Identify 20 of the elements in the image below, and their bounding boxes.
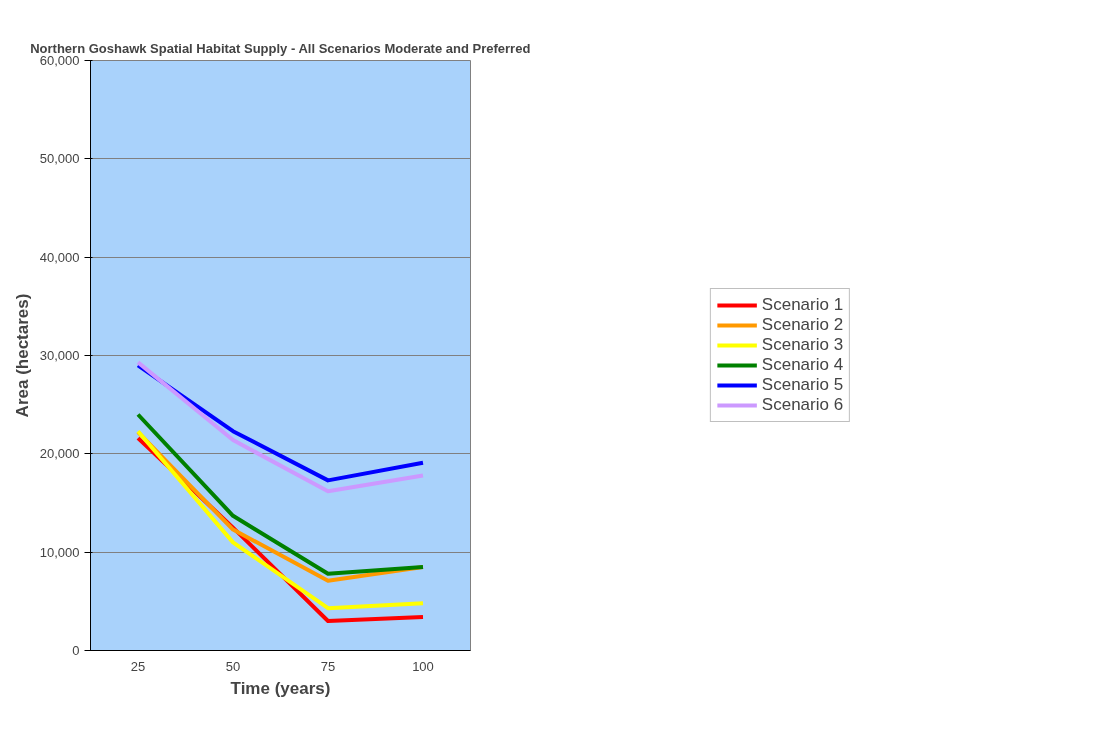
legend-label: Scenario 5 (761, 375, 844, 395)
y-tick-label: 20,000 (39, 446, 80, 462)
x-tick-label: 100 (412, 658, 434, 674)
legend-label: Scenario 1 (761, 295, 844, 315)
x-tick-label: 25 (130, 658, 146, 674)
x-tick-label: 50 (225, 658, 241, 674)
y-tick-label: 60,000 (39, 53, 80, 68)
y-tick-label: 10,000 (39, 544, 80, 560)
legend-label: Scenario 3 (761, 335, 844, 355)
chart-title: Northern Goshawk Spatial Habitat Supply - All Scenarios Moderate and Preferred (30, 40, 531, 56)
x-axis-title: Time (years) (230, 678, 331, 698)
legend-label: Scenario 6 (761, 395, 844, 415)
y-tick-label: 50,000 (39, 151, 80, 167)
y-tick-label: 40,000 (39, 249, 80, 265)
legend-label: Scenario 2 (761, 315, 844, 335)
x-tick-label: 75 (320, 658, 336, 674)
legend-label: Scenario 4 (761, 355, 844, 375)
y-tick-label: 30,000 (39, 348, 80, 363)
y-tick-label: 0 (72, 643, 80, 658)
y-axis-title: Area (hectares) (12, 293, 32, 418)
